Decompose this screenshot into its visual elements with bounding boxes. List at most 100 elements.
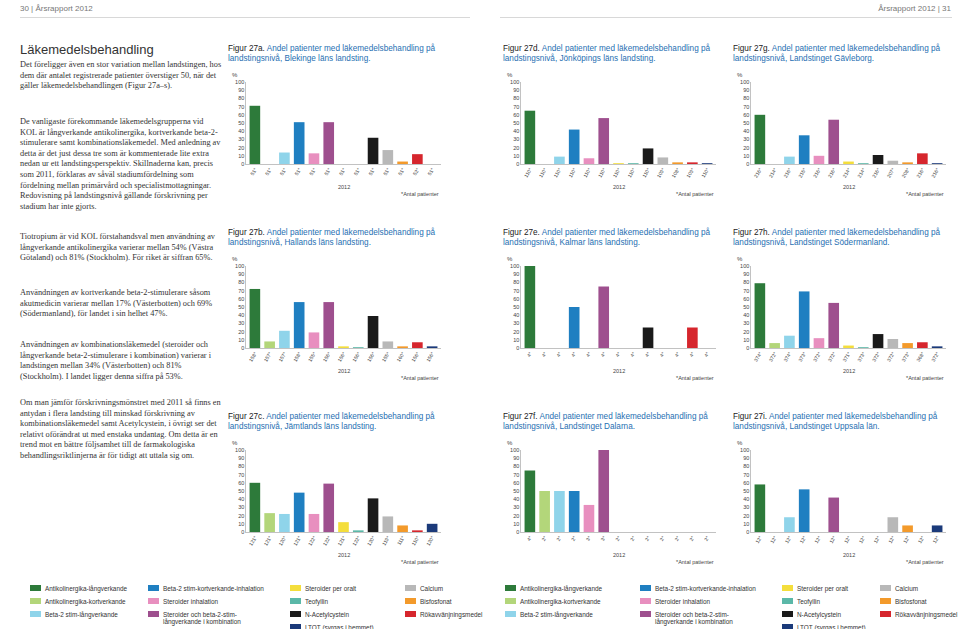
- svg-text:4*: 4*: [525, 351, 533, 358]
- svg-text:%: %: [737, 72, 743, 78]
- svg-text:2*: 2*: [688, 535, 696, 542]
- svg-text:157*: 157*: [262, 351, 272, 363]
- svg-text:4*: 4*: [555, 351, 563, 358]
- svg-text:51*: 51*: [264, 167, 273, 177]
- svg-text:80: 80: [238, 279, 244, 285]
- svg-text:4*: 4*: [673, 351, 681, 358]
- svg-text:20: 20: [743, 513, 749, 519]
- svg-text:207*: 207*: [886, 167, 896, 179]
- svg-text:30: 30: [513, 504, 519, 510]
- svg-text:80: 80: [238, 463, 244, 469]
- svg-text:100: 100: [510, 263, 519, 269]
- svg-text:2012: 2012: [843, 552, 855, 558]
- svg-text:0: 0: [241, 161, 244, 167]
- svg-text:50: 50: [238, 488, 244, 494]
- svg-text:12*: 12*: [931, 535, 940, 545]
- svg-text:*Antal patienter: *Antal patienter: [401, 559, 439, 565]
- svg-text:10: 10: [238, 337, 244, 343]
- svg-text:90: 90: [238, 87, 244, 93]
- svg-text:216*: 216*: [826, 167, 836, 179]
- svg-text:20: 20: [743, 329, 749, 335]
- svg-text:4*: 4*: [644, 351, 652, 358]
- svg-text:10: 10: [238, 521, 244, 527]
- svg-text:100: 100: [740, 79, 749, 85]
- svg-text:50: 50: [513, 120, 519, 126]
- svg-text:4*: 4*: [614, 351, 622, 358]
- svg-text:108*: 108*: [670, 167, 680, 179]
- svg-text:51*: 51*: [382, 167, 391, 177]
- svg-text:51*: 51*: [249, 167, 258, 177]
- svg-text:374*: 374*: [782, 351, 792, 363]
- svg-text:20: 20: [238, 145, 244, 151]
- svg-text:372*: 372*: [767, 351, 777, 363]
- svg-text:12*: 12*: [916, 535, 925, 545]
- svg-text:2012: 2012: [613, 368, 625, 374]
- svg-text:120*: 120*: [366, 535, 376, 547]
- svg-text:*Antal patienter: *Antal patienter: [401, 191, 439, 197]
- svg-text:372*: 372*: [826, 351, 836, 363]
- svg-text:2012: 2012: [338, 552, 350, 558]
- svg-text:90: 90: [513, 271, 519, 277]
- svg-text:372*: 372*: [812, 351, 822, 363]
- svg-text:12*: 12*: [828, 535, 837, 545]
- svg-text:120*: 120*: [277, 535, 287, 547]
- svg-text:%: %: [737, 256, 743, 262]
- svg-text:40: 40: [513, 312, 519, 318]
- svg-text:60: 60: [513, 480, 519, 486]
- svg-text:51*: 51*: [293, 167, 302, 177]
- svg-text:2012: 2012: [338, 368, 350, 374]
- svg-text:0: 0: [746, 529, 749, 535]
- svg-text:109*: 109*: [685, 167, 695, 179]
- svg-text:10: 10: [513, 337, 519, 343]
- svg-text:70: 70: [513, 104, 519, 110]
- svg-text:4*: 4*: [570, 351, 578, 358]
- svg-text:4*: 4*: [658, 351, 666, 358]
- svg-text:51*: 51*: [426, 167, 435, 177]
- svg-text:40: 40: [238, 312, 244, 318]
- svg-text:10: 10: [513, 521, 519, 527]
- svg-text:216*: 216*: [812, 167, 822, 179]
- svg-text:90: 90: [238, 455, 244, 461]
- svg-text:160*: 160*: [395, 351, 405, 363]
- svg-text:208*: 208*: [900, 167, 910, 179]
- svg-text:70: 70: [238, 104, 244, 110]
- svg-text:216*: 216*: [782, 167, 792, 179]
- svg-text:80: 80: [513, 463, 519, 469]
- svg-text:10: 10: [238, 153, 244, 159]
- svg-text:122*: 122*: [321, 535, 331, 547]
- svg-text:12*: 12*: [783, 535, 792, 545]
- svg-text:216*: 216*: [915, 167, 925, 179]
- svg-text:157*: 157*: [277, 351, 287, 363]
- svg-text:12*: 12*: [902, 535, 911, 545]
- svg-text:158*: 158*: [248, 351, 258, 363]
- svg-text:214*: 214*: [856, 167, 866, 179]
- svg-text:0: 0: [516, 161, 519, 167]
- svg-text:12*: 12*: [843, 535, 852, 545]
- svg-text:121*: 121*: [336, 535, 346, 547]
- svg-text:*Antal patienter: *Antal patienter: [906, 191, 944, 197]
- svg-text:371*: 371*: [841, 351, 851, 363]
- svg-text:70: 70: [513, 288, 519, 294]
- svg-text:70: 70: [743, 104, 749, 110]
- svg-text:12*: 12*: [798, 535, 807, 545]
- svg-text:4*: 4*: [540, 351, 548, 358]
- svg-text:121*: 121*: [262, 535, 272, 547]
- svg-text:12*: 12*: [769, 535, 778, 545]
- svg-text:373*: 373*: [856, 351, 866, 363]
- svg-text:111*: 111*: [396, 535, 406, 546]
- svg-text:214*: 214*: [767, 167, 777, 179]
- svg-text:216*: 216*: [871, 167, 881, 179]
- svg-text:40: 40: [238, 496, 244, 502]
- svg-text:51*: 51*: [397, 167, 406, 177]
- svg-text:0: 0: [241, 529, 244, 535]
- svg-text:110*: 110*: [611, 167, 621, 179]
- svg-text:20: 20: [238, 329, 244, 335]
- svg-text:80: 80: [513, 279, 519, 285]
- svg-text:12*: 12*: [857, 535, 866, 545]
- svg-text:100: 100: [235, 79, 244, 85]
- svg-text:2*: 2*: [703, 535, 711, 542]
- svg-text:80: 80: [743, 463, 749, 469]
- svg-text:30: 30: [513, 136, 519, 142]
- svg-text:60: 60: [743, 112, 749, 118]
- svg-text:70: 70: [743, 472, 749, 478]
